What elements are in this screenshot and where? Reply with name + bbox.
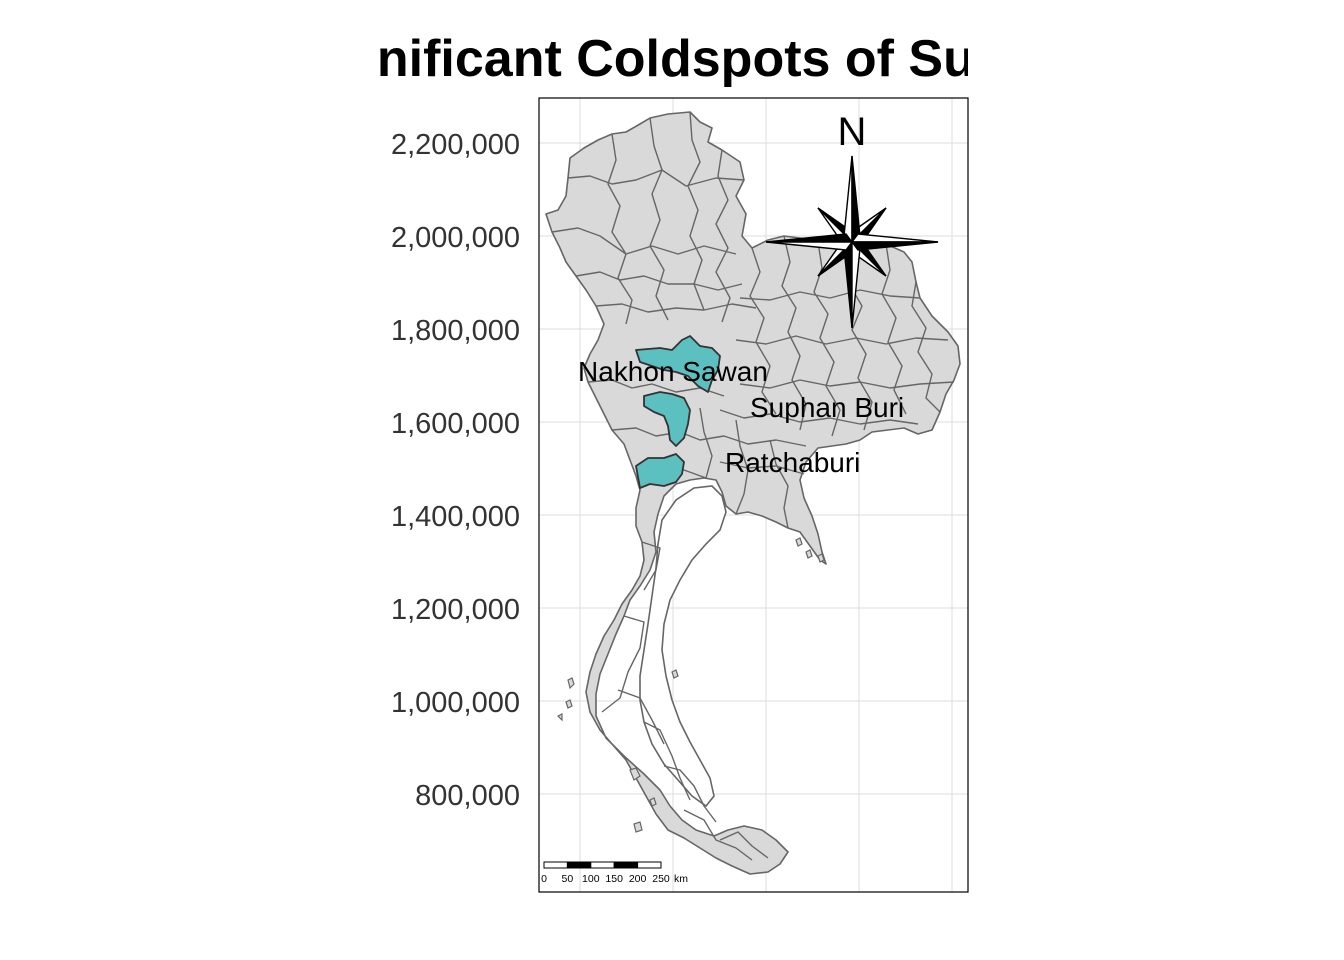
scale-bar: 0 50 100 150 200 250 km: [541, 861, 688, 885]
scale-label-150: 150: [605, 873, 623, 885]
label-nakhon-sawan: Nakhon Sawan: [578, 356, 768, 387]
y-tick-1400000: 1,400,000: [391, 501, 520, 533]
compass-rose-icon: [765, 155, 939, 329]
scale-label-0: 0: [541, 873, 547, 885]
label-ratchaburi: Ratchaburi: [725, 447, 860, 478]
y-tick-1000000: 1,000,000: [391, 687, 520, 719]
y-tick-1800000: 1,800,000: [391, 315, 520, 347]
islands: [556, 537, 825, 833]
map-panel: [538, 97, 969, 893]
thailand-outline: [545, 111, 961, 875]
scale-unit: km: [674, 873, 688, 885]
north-arrow: N: [765, 110, 939, 329]
scale-label-250: 250: [652, 873, 670, 885]
coldspot-ratchaburi: [635, 453, 685, 489]
y-tick-2000000: 2,000,000: [391, 222, 520, 254]
coldspot-provinces: [635, 335, 721, 489]
scale-label-100: 100: [582, 873, 600, 885]
coldspot-suphan-buri: [643, 391, 691, 447]
gulf-of-thailand: [639, 485, 727, 808]
y-tick-2200000: 2,200,000: [391, 129, 520, 161]
y-tick-800000: 800,000: [415, 780, 520, 812]
y-tick-1600000: 1,600,000: [391, 408, 520, 440]
coldspot-nakhon-sawan: [635, 335, 721, 393]
y-tick-1200000: 1,200,000: [391, 594, 520, 626]
map-title: Significant Coldspots of Suspected: [374, 30, 968, 88]
label-suphan-buri: Suphan Buri: [750, 392, 904, 423]
north-arrow-letter: N: [838, 110, 867, 154]
province-boundaries: [551, 111, 955, 861]
scale-label-200: 200: [629, 873, 647, 885]
scale-label-50: 50: [562, 873, 574, 885]
map-title-clip: Significant Coldspots of Suspected: [374, 28, 968, 90]
